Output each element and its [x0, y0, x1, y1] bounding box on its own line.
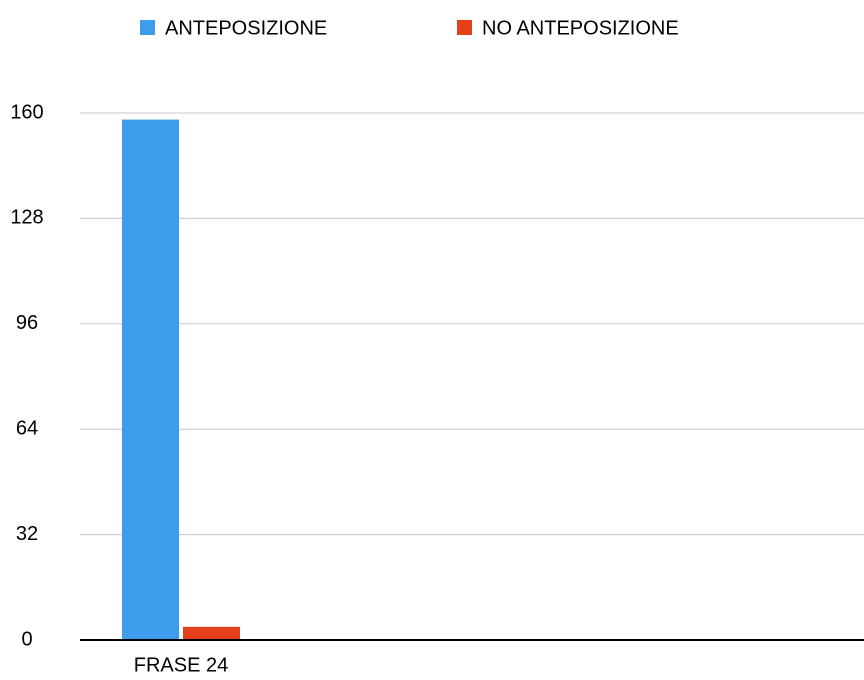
y-tick-label: 160 — [10, 101, 43, 123]
y-tick-label: 32 — [16, 523, 38, 545]
legend-swatch — [457, 20, 472, 35]
bar — [183, 626, 240, 640]
y-tick-label: 0 — [21, 628, 32, 650]
y-tick-label: 96 — [16, 312, 38, 334]
y-tick-label: 128 — [10, 207, 43, 229]
legend-label: ANTEPOSIZIONE — [165, 17, 327, 39]
bar — [122, 119, 179, 640]
legend-label: NO ANTEPOSIZIONE — [482, 17, 679, 39]
y-tick-label: 64 — [16, 417, 38, 439]
legend-swatch — [140, 20, 155, 35]
x-tick-label: FRASE 24 — [134, 654, 228, 676]
